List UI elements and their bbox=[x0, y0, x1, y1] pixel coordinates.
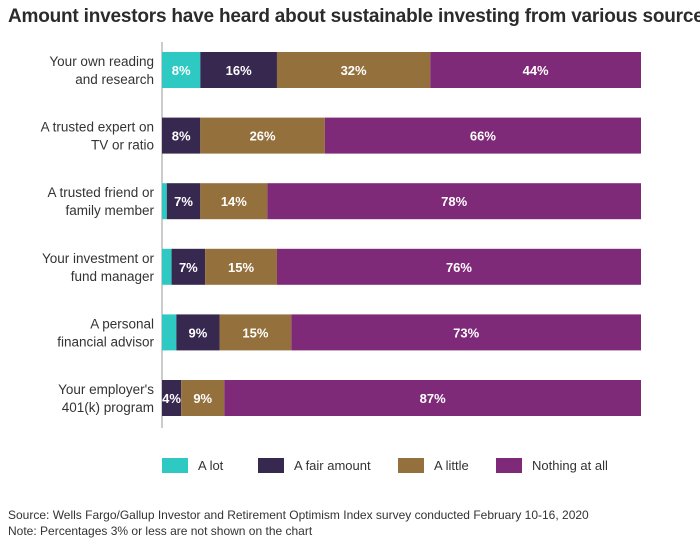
bar-segment-a-lot bbox=[162, 314, 177, 351]
category-label-line: and research bbox=[75, 72, 154, 87]
category-label-line: 401(k) program bbox=[62, 400, 154, 415]
legend: A lot A fair amount A little Nothing at … bbox=[162, 458, 662, 480]
bar-segment-a-little bbox=[200, 183, 268, 220]
legend-swatch-a-lot bbox=[162, 458, 188, 473]
data-label-a-little: 15% bbox=[228, 260, 254, 275]
data-label-a-fair-amount: 7% bbox=[179, 260, 198, 275]
bar-segment-a-little bbox=[276, 52, 431, 88]
data-label-a-little: 9% bbox=[193, 391, 212, 406]
bar-segment-a-lot bbox=[162, 248, 172, 285]
data-label-nothing-at-all: 66% bbox=[470, 129, 496, 144]
bar-segment-nothing-at-all bbox=[276, 248, 641, 285]
data-label-nothing-at-all: 44% bbox=[523, 63, 549, 78]
data-label-a-fair-amount: 9% bbox=[189, 325, 208, 340]
legend-swatch-a-little bbox=[398, 458, 424, 473]
legend-swatch-nothing-at-all bbox=[496, 458, 522, 473]
legend-label-a-lot: A lot bbox=[198, 458, 224, 473]
category-label-line: financial advisor bbox=[57, 334, 154, 349]
category-label: A trusted expert on TV or ratio bbox=[41, 120, 154, 153]
category-label-line: A trusted expert on bbox=[41, 120, 154, 135]
category-label: Your employer's 401(k) program bbox=[58, 382, 154, 415]
source-note: Source: Wells Fargo/Gallup Investor and … bbox=[8, 508, 589, 522]
legend-item-a-little: A little bbox=[398, 458, 469, 473]
data-label-a-little: 14% bbox=[221, 194, 247, 209]
legend-item-a-lot: A lot bbox=[162, 458, 223, 473]
data-label-a-little: 26% bbox=[250, 129, 276, 144]
data-label-a-little: 15% bbox=[242, 325, 268, 340]
data-label-nothing-at-all: 76% bbox=[446, 260, 472, 275]
data-label-nothing-at-all: 87% bbox=[420, 391, 446, 406]
bar-segment-a-little bbox=[200, 117, 325, 154]
bar-segment-nothing-at-all bbox=[324, 117, 641, 154]
footnote: Note: Percentages 3% or less are not sho… bbox=[8, 524, 313, 538]
data-label-nothing-at-all: 73% bbox=[453, 325, 479, 340]
legend-item-nothing-at-all: Nothing at all bbox=[496, 458, 608, 473]
legend-label-nothing-at-all: Nothing at all bbox=[532, 458, 608, 473]
legend-swatch-a-fair-amount bbox=[258, 458, 284, 473]
bar-segment-nothing-at-all bbox=[430, 52, 641, 88]
bar-segment-a-fair-amount bbox=[176, 314, 220, 351]
legend-label-a-fair-amount: A fair amount bbox=[294, 458, 371, 473]
category-label-line: Your investment or bbox=[42, 251, 155, 266]
bar-segment-a-little bbox=[219, 314, 292, 351]
legend-item-a-fair-amount: A fair amount bbox=[258, 458, 371, 473]
bar-segment-a-little bbox=[205, 248, 277, 285]
bar-segment-nothing-at-all bbox=[291, 314, 641, 351]
category-label-line: TV or ratio bbox=[91, 138, 154, 153]
data-label-a-fair-amount: 7% bbox=[174, 194, 193, 209]
category-label-line: fund manager bbox=[71, 269, 155, 284]
bar-segment-a-fair-amount bbox=[171, 248, 206, 285]
data-label-a-lot: 8% bbox=[172, 63, 191, 78]
bar-segment-a-lot bbox=[162, 52, 201, 88]
bar-segment-a-lot bbox=[162, 183, 167, 220]
bar-segment-nothing-at-all bbox=[224, 380, 641, 416]
chart-footer: Source: Wells Fargo/Gallup Investor and … bbox=[8, 507, 589, 539]
category-label: Your investment or fund manager bbox=[42, 251, 155, 284]
category-label: Your own reading and research bbox=[49, 54, 154, 87]
category-label-line: Your own reading bbox=[49, 54, 154, 69]
bar-segment-a-fair-amount bbox=[166, 183, 201, 220]
category-label-line: A trusted friend or bbox=[47, 185, 154, 200]
category-label-line: family member bbox=[65, 203, 154, 218]
stacked-bar-chart: Your own reading and research 8% 16% 32% 44% A… bbox=[41, 42, 641, 428]
bar-segment-a-little bbox=[181, 380, 225, 416]
category-label: A trusted friend or family member bbox=[47, 185, 154, 218]
bar-segment-a-fair-amount bbox=[162, 117, 201, 154]
category-label: A personal financial advisor bbox=[57, 316, 154, 349]
data-label-a-fair-amount: 4% bbox=[162, 391, 181, 406]
bar-segment-nothing-at-all bbox=[267, 183, 641, 220]
bar-segment-a-fair-amount bbox=[162, 380, 182, 416]
data-label-a-fair-amount: 16% bbox=[226, 63, 252, 78]
bar-segment-a-fair-amount bbox=[200, 52, 277, 88]
category-label-line: Your employer's bbox=[58, 382, 154, 397]
data-label-nothing-at-all: 78% bbox=[441, 194, 467, 209]
chart-title: Amount investors have heard about sustai… bbox=[8, 6, 700, 27]
category-label-line: A personal bbox=[90, 316, 154, 331]
data-label-a-little: 32% bbox=[341, 63, 367, 78]
legend-label-a-little: A little bbox=[434, 458, 469, 473]
data-label-a-fair-amount: 8% bbox=[172, 129, 191, 144]
